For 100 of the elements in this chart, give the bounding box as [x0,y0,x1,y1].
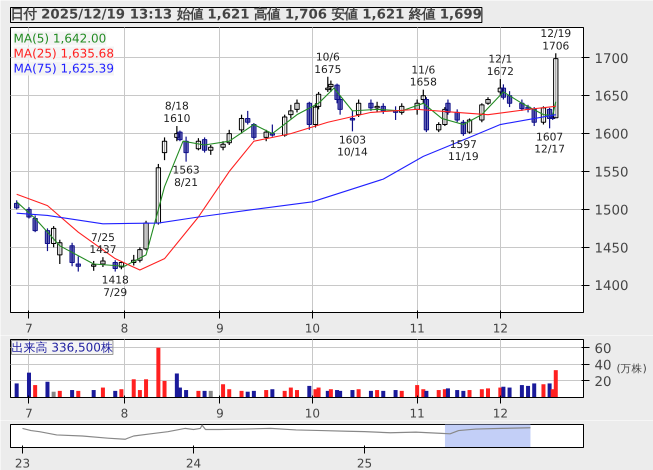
x-tick-label: 10 [304,322,320,336]
x-tick-label: 9 [216,322,224,336]
bar [295,390,299,398]
bar [381,390,386,398]
bar [446,388,450,398]
candlestick [328,80,334,93]
y-tick-label: 1550 [594,166,628,181]
bar [26,372,31,398]
x-tick-label: 23 [14,456,30,470]
candlestick [356,98,362,118]
text: MA(5) 1,642.00 [14,32,106,46]
bar [288,388,293,398]
candlestick [162,136,168,161]
bar [307,386,312,398]
candlestick [76,256,81,272]
candlestick [420,89,426,104]
bar [76,390,80,398]
candlestick [32,214,38,233]
bar [45,382,50,398]
bar [554,370,558,398]
candlestick [553,52,558,118]
y-tick-label: 1600 [594,128,628,143]
y-tick-label: 1700 [594,52,628,67]
candlestick [350,110,356,132]
bar [270,389,274,398]
bar [338,390,342,398]
candlestick [183,136,189,162]
annotation: 12/19 1706 [540,26,572,52]
annotation: 1418 7/29 [102,274,130,299]
bar [208,390,213,398]
candlestick [208,144,214,156]
candlestick [424,96,430,133]
annotation: 11/6 1658 [410,63,438,89]
annotation: 12/1 1672 [486,52,514,78]
y-tick-label: 1500 [594,203,628,218]
candlestick [368,98,374,112]
bar [221,384,226,398]
candlestick [282,114,288,138]
candlestick [337,95,343,116]
bar [184,390,188,398]
bar [394,390,398,398]
bar [400,390,404,398]
y-tick-label: 20 [594,374,612,390]
x-tick-label: 10 [304,406,320,420]
text: MA(25) 1,635.68 [14,46,114,60]
candlestick [288,104,294,120]
candlestick [506,90,512,108]
candlestick [306,101,312,130]
bar [70,390,74,398]
x-tick-label: 12 [492,322,508,336]
chart-title: 出来高 336,500株 [12,340,113,354]
candlestick [14,200,20,210]
candlestick [91,260,96,272]
y-tick-label: 1450 [594,241,628,256]
candlestick [436,122,442,133]
chart-title: 日付 2025/12/19 13:13 始値 1,621 高値 1,706 安値 1,621 終値 1,699 [10,6,482,22]
x-tick-label: 8 [120,406,128,420]
bar [328,389,333,398]
bar [532,383,536,398]
candlestick [251,122,257,140]
bar [162,380,167,398]
x-tick-label: 7 [25,406,33,420]
candlestick [454,108,460,123]
bar [100,388,105,398]
bar [424,390,428,398]
candlestick [220,140,226,151]
candlestick [312,102,318,128]
bar [58,390,62,398]
y-tick-label: 1650 [594,90,628,105]
bar [480,389,484,398]
annotation: 1607 12/17 [534,130,565,156]
bar [350,390,354,398]
bar [415,385,420,398]
annotation: 1563 8/21 [172,164,200,190]
x-tick-label: 24 [186,456,202,470]
bar [202,390,207,398]
bar [252,390,256,398]
bar [264,390,268,398]
annotation: 1603 10/14 [337,133,368,159]
x-tick-label: 8 [120,322,128,336]
candlestick [69,242,75,267]
x-tick-label: 9 [216,406,224,420]
bar [461,390,466,398]
bar [113,390,118,398]
bar [144,379,148,398]
bar [156,348,160,398]
candlestick [325,76,330,93]
bar [508,388,512,398]
bar [132,379,136,398]
bar [227,389,232,398]
candlestick [245,110,250,126]
bar [119,389,124,398]
candlestick [374,101,380,113]
annotation: 1597 11/19 [448,138,479,164]
x-tick-label: 7 [25,322,33,336]
bar [52,392,56,398]
candlestick [50,225,56,248]
bar [526,386,530,398]
y-axis-title: (万株) [616,362,647,375]
bar [92,390,96,398]
